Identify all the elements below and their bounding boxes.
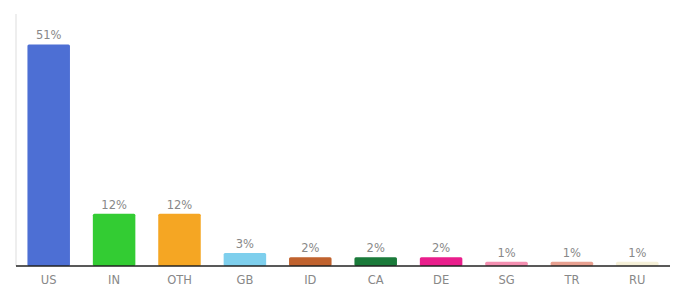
data-label: 2% — [432, 241, 450, 255]
x-tick-label: US — [41, 273, 57, 287]
x-axis-line — [16, 265, 670, 267]
x-tick-label: IN — [108, 273, 120, 287]
x-tick-label: CA — [368, 273, 384, 287]
data-label: 12% — [167, 198, 193, 212]
data-label: 12% — [101, 198, 127, 212]
x-tick-label: RU — [629, 273, 645, 287]
x-tick-label: DE — [433, 273, 449, 287]
chart-container: 51% 12% 12% 3% 2% 2% 2% 1% 1% 1% US IN OTH GB ID CA DE SG… — [0, 0, 680, 300]
x-tick-label: ID — [304, 273, 316, 287]
data-label: 2% — [367, 241, 385, 255]
value-axis-line — [16, 14, 17, 266]
bar — [420, 257, 463, 266]
data-label: 1% — [628, 246, 646, 260]
data-label: 51% — [36, 28, 62, 42]
bar — [93, 214, 136, 266]
bars — [27, 44, 658, 266]
data-label: 1% — [563, 246, 581, 260]
x-tick-label: SG — [498, 273, 514, 287]
bar — [354, 257, 397, 266]
x-tick-label: GB — [236, 273, 253, 287]
x-tick-label: TR — [563, 273, 579, 287]
chart-svg: 51% 12% 12% 3% 2% 2% 2% 1% 1% 1% US IN OTH GB ID CA DE SG… — [0, 0, 680, 300]
data-label: 2% — [301, 241, 319, 255]
x-tick-label: OTH — [167, 273, 192, 287]
bar — [27, 44, 70, 266]
bar — [158, 214, 201, 266]
bar — [289, 257, 332, 266]
data-label: 1% — [497, 246, 515, 260]
data-label: 3% — [236, 237, 254, 251]
bar — [224, 253, 267, 266]
